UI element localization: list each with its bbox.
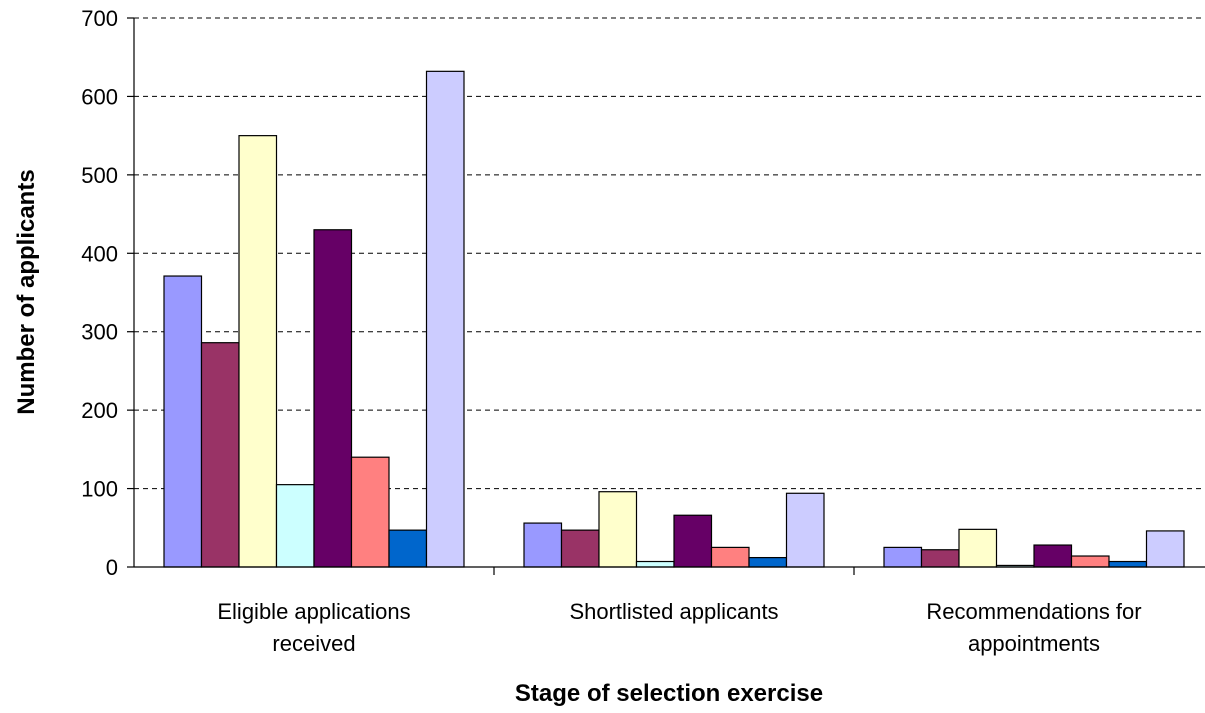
bar [1070,555,1110,568]
bar [1108,560,1148,568]
bar [200,342,240,568]
bar [785,492,825,568]
bar [598,491,638,568]
y-tick-labels: 0 100 200 300 400 500 600 700 [81,6,118,580]
bar [523,522,563,568]
y-tick-label: 600 [81,84,118,109]
bar [958,528,998,568]
x-tick-label: Eligible applications [217,599,410,624]
y-tick-label: 300 [81,320,118,345]
bar [748,556,788,568]
y-tick-label: 700 [81,6,118,31]
x-tick-label: received [272,631,355,656]
bar [635,560,675,568]
bar [1145,530,1185,568]
gridlines [134,17,1205,490]
y-tick-label: 200 [81,398,118,423]
bar [883,546,923,568]
bar [425,70,465,568]
y-axis-title: Number of applicants [13,169,40,414]
bars [163,70,1185,568]
axes [127,17,1205,575]
bar [710,546,750,568]
bar [920,549,960,568]
x-tick-label: Recommendations for [926,599,1141,624]
bar [238,135,278,568]
y-tick-label: 500 [81,163,118,188]
bar [1033,544,1073,568]
bar [313,229,353,568]
bar [560,529,600,568]
y-tick-label: 0 [106,555,118,580]
bar [350,456,390,568]
bar [673,514,713,568]
bar [275,484,315,568]
x-tick-label: Shortlisted applicants [569,599,778,624]
x-tick-label: appointments [968,631,1100,656]
x-axis-title: Stage of selection exercise [515,680,823,707]
y-tick-label: 400 [81,241,118,266]
bar [388,529,428,568]
y-tick-label: 100 [81,477,118,502]
category-labels: Eligible applications received Shortlisted… [217,599,1141,656]
bar [163,275,203,568]
